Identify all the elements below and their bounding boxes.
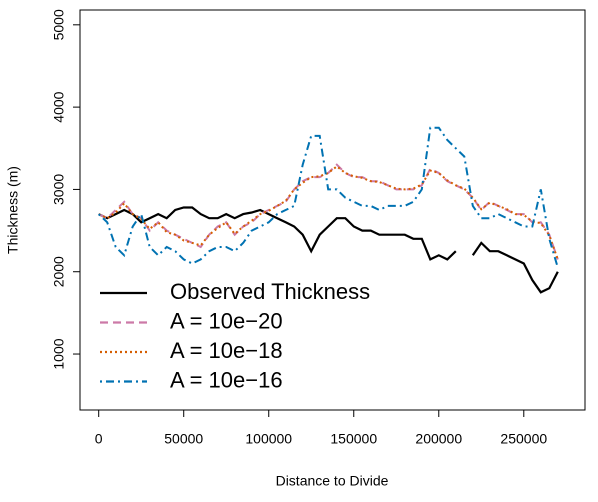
series-line — [98, 206, 559, 294]
series-line — [98, 165, 559, 260]
legend-label: A = 10e−20 — [170, 308, 283, 333]
y-tick-label: 5000 — [51, 9, 67, 40]
legend-label: Observed Thickness — [170, 279, 370, 304]
legend-label: A = 10e−18 — [170, 338, 283, 363]
legend-label: A = 10e−16 — [170, 367, 283, 392]
y-tick-label: 2000 — [51, 256, 67, 287]
series-line — [98, 163, 559, 260]
x-tick-label: 150000 — [330, 431, 377, 447]
x-tick-label: 250000 — [500, 431, 547, 447]
x-tick-label: 200000 — [415, 431, 462, 447]
x-tick-label: 50000 — [164, 431, 203, 447]
y-axis-label: Thickness (m) — [5, 166, 21, 254]
series-line — [98, 126, 559, 268]
y-tick-label: 1000 — [51, 338, 67, 369]
x-axis-label: Distance to Divide — [276, 473, 389, 489]
x-tick-label: 0 — [95, 431, 103, 447]
plot-box — [79, 9, 586, 411]
y-tick-label: 3000 — [51, 174, 67, 205]
x-tick-label: 100000 — [245, 431, 292, 447]
y-tick-label: 4000 — [51, 91, 67, 122]
